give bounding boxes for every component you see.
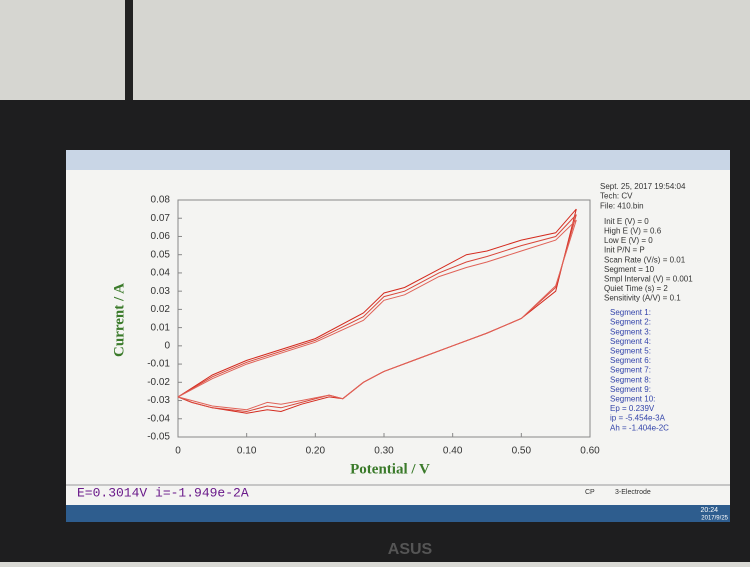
- x-tick-label: 0.30: [374, 446, 394, 457]
- info-line: Smpl Interval (V) = 0.001: [604, 275, 693, 284]
- status-electrode: 3-Electrode: [615, 489, 651, 496]
- x-axis-label: Potential / V: [350, 461, 430, 477]
- info-line: File: 410.bin: [600, 201, 644, 210]
- wall: [0, 0, 750, 110]
- segment-line: Segment 10:: [610, 395, 655, 404]
- toolbar: [66, 150, 730, 170]
- y-tick-label: 0.04: [151, 268, 171, 279]
- y-tick-label: 0.08: [151, 195, 171, 206]
- cable: [125, 0, 133, 110]
- clock-time: 20:24: [700, 507, 718, 514]
- y-tick-label: 0.02: [151, 304, 171, 315]
- info-line: High E (V) = 0.6: [604, 227, 662, 236]
- cv-curve: [177, 219, 577, 411]
- y-tick-label: 0.03: [151, 286, 171, 297]
- segment-line: Segment 9:: [610, 385, 651, 394]
- x-tick-label: 0: [175, 446, 181, 457]
- y-tick-label: -0.05: [147, 432, 170, 443]
- x-tick-label: 0.50: [512, 446, 532, 457]
- screen: [66, 150, 730, 522]
- y-tick-label: 0.01: [151, 322, 171, 333]
- info-line: Init E (V) = 0: [604, 217, 649, 226]
- clock-date: 2017/9/25: [701, 516, 728, 522]
- x-tick-label: 0.20: [306, 446, 326, 457]
- y-tick-label: -0.04: [147, 413, 170, 424]
- y-tick-label: 0: [164, 340, 170, 351]
- info-line: Sensitivity (A/V) = 0.1: [604, 294, 681, 303]
- segment-line: Segment 7:: [610, 366, 651, 375]
- y-tick-label: -0.03: [147, 395, 170, 406]
- info-line: Segment = 10: [604, 265, 655, 274]
- y-tick-label: -0.01: [147, 359, 170, 370]
- info-line: Init P/N = P: [604, 246, 645, 255]
- info-line: Sept. 25, 2017 19:54:04: [600, 182, 686, 191]
- status-readout: E=0.3014V i=-1.949e-2A: [77, 485, 249, 500]
- segment-line: Segment 1:: [610, 308, 651, 317]
- x-tick-label: 0.40: [443, 446, 463, 457]
- status-mode: CP: [585, 489, 595, 496]
- segment-line: ip = -5.454e-3A: [610, 414, 666, 423]
- y-tick-label: 0.07: [151, 213, 171, 224]
- y-tick-label: 0.06: [151, 231, 171, 242]
- segment-line: Segment 5:: [610, 347, 651, 356]
- info-line: Low E (V) = 0: [604, 236, 653, 245]
- taskbar: [66, 505, 730, 522]
- x-tick-label: 0.60: [580, 446, 600, 457]
- segment-line: Segment 8:: [610, 375, 651, 384]
- info-line: Quiet Time (s) = 2: [604, 284, 668, 293]
- x-tick-label: 0.10: [237, 446, 257, 457]
- info-line: Scan Rate (V/s) = 0.01: [604, 255, 686, 264]
- segment-line: Segment 3:: [610, 327, 651, 336]
- y-tick-label: 0.05: [151, 249, 171, 260]
- segment-line: Ep = 0.239V: [610, 404, 655, 413]
- segment-line: Segment 6:: [610, 356, 651, 365]
- segment-line: Ah = -1.404e-2C: [610, 423, 669, 432]
- info-line: Tech: CV: [600, 192, 633, 201]
- segment-line: Segment 2:: [610, 318, 651, 327]
- y-tick-label: -0.02: [147, 377, 170, 388]
- brand: ASUS: [388, 541, 433, 558]
- segment-line: Segment 4:: [610, 337, 651, 346]
- y-axis-label: Current / A: [111, 283, 127, 357]
